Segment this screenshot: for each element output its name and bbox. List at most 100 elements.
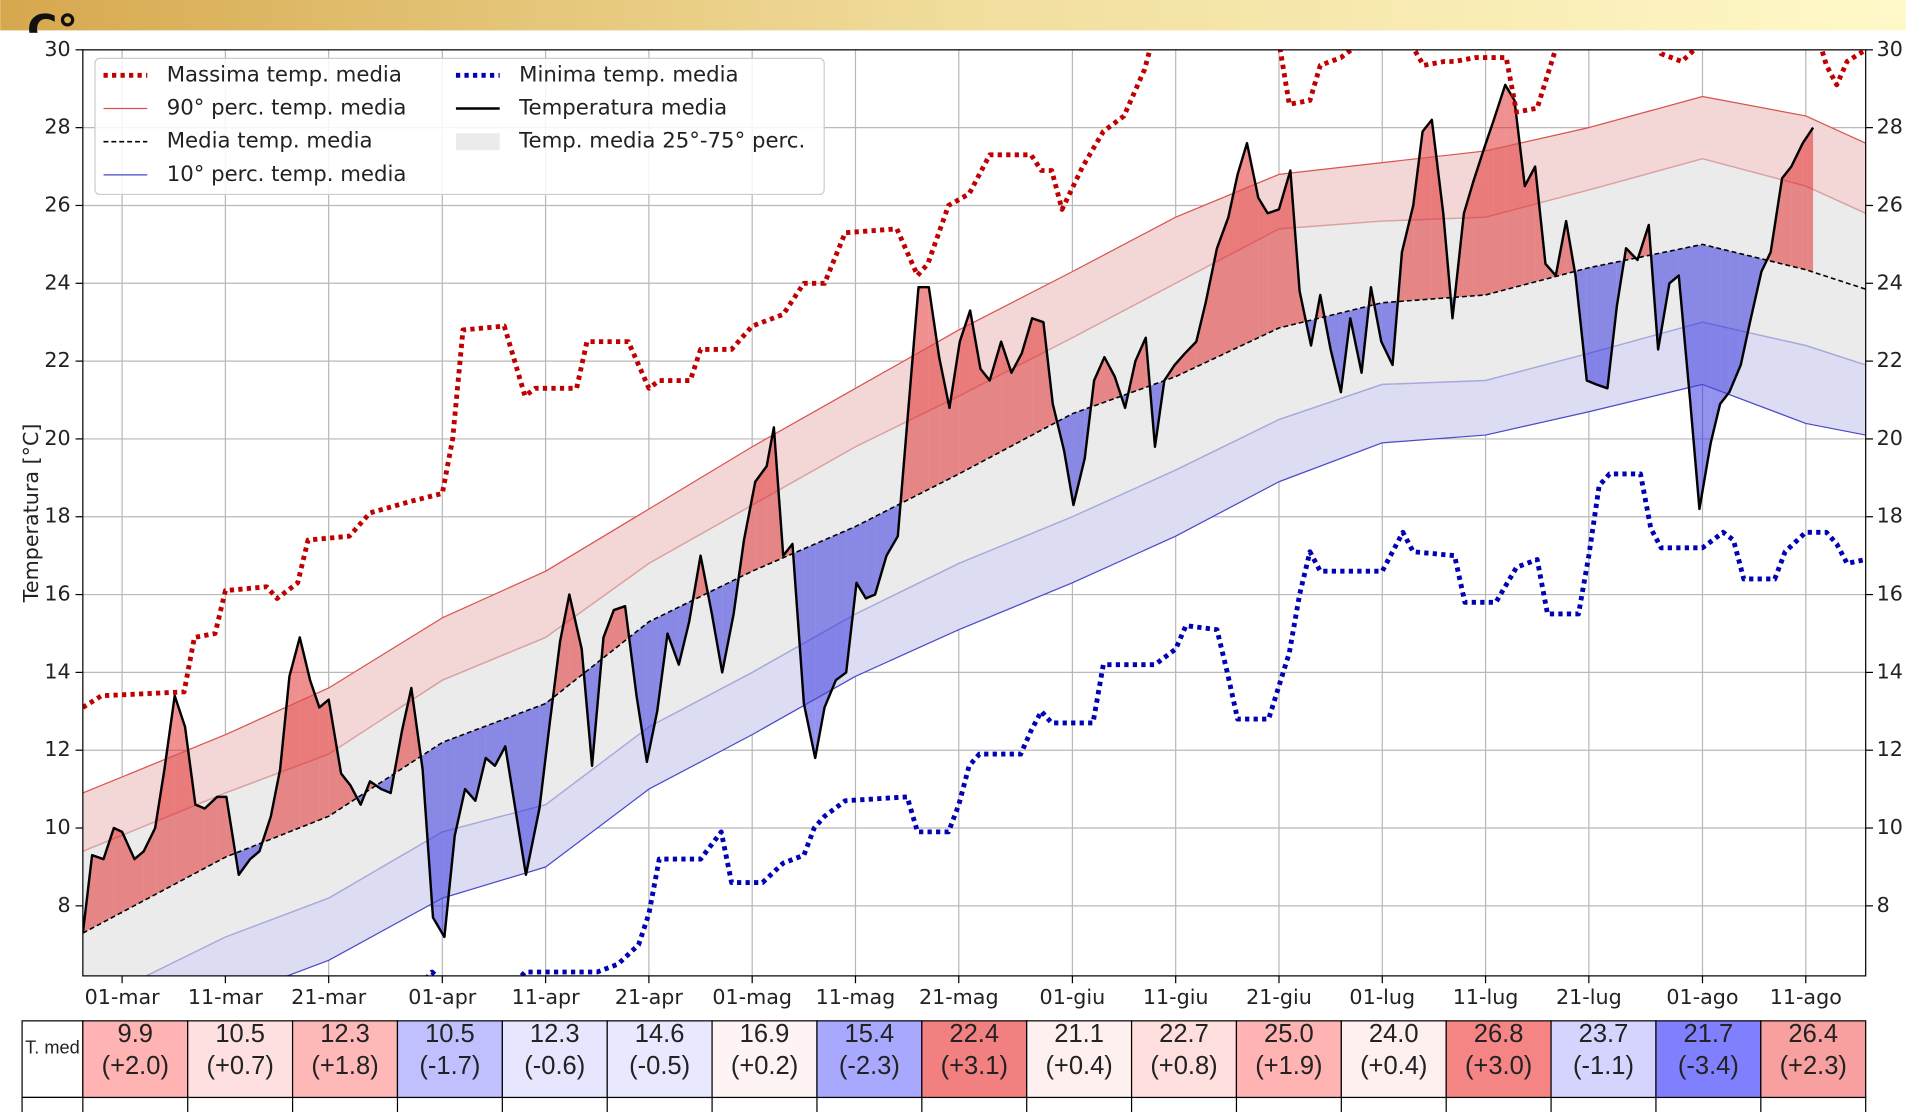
anomaly-fill	[1267, 209, 1279, 334]
anomaly-fill	[1104, 357, 1115, 403]
x-tick-label: 11-giu	[1143, 985, 1209, 1009]
y2-tick-label: 22	[1877, 348, 1903, 372]
x-tick-label: 01-mar	[85, 985, 161, 1009]
cell-anomaly: (+3.1)	[941, 1052, 1008, 1080]
anomaly-fill	[636, 623, 647, 762]
x-tick-label: 21-apr	[615, 985, 684, 1009]
anomaly-fill	[319, 699, 329, 821]
anomaly-fill	[939, 357, 950, 484]
anomaly-fill	[494, 718, 506, 766]
x-tick-label: 11-lug	[1453, 985, 1519, 1009]
x-tick-label: 11-apr	[512, 985, 581, 1009]
legend-label: Temperatura media	[518, 96, 727, 121]
anomaly-fill	[980, 368, 990, 463]
cell-mean: 12.3	[320, 1020, 370, 1048]
table-cell	[187, 1020, 294, 1099]
header-band	[0, 0, 1906, 31]
x-tick-label: 21-lug	[1556, 985, 1622, 1009]
x-tick-label: 01-lug	[1349, 985, 1415, 1009]
table-cell	[82, 1020, 189, 1099]
table-cell	[1235, 1020, 1342, 1099]
y-tick-label: 18	[44, 504, 70, 528]
row-header: T. med	[25, 1038, 80, 1058]
table-cell	[1026, 1020, 1133, 1099]
legend: Massima temp. media 90° perc. temp. media…	[94, 57, 825, 196]
cell-mean: 25.0	[1264, 1020, 1314, 1048]
anomaly-fill	[1431, 119, 1444, 299]
table-cell	[396, 1020, 503, 1099]
anomaly-fill	[465, 730, 476, 801]
cell-anomaly: (-0.5)	[629, 1052, 690, 1080]
cell-mean: 22.4	[949, 1020, 999, 1048]
anomaly-fill	[1064, 413, 1074, 506]
next-row	[21, 1096, 1867, 1112]
table-cell	[1655, 1020, 1762, 1099]
cell-anomaly: (+0.2)	[731, 1052, 798, 1080]
table-cell	[1340, 1020, 1447, 1099]
anomaly-fill	[280, 676, 290, 836]
cell-mean: 24.0	[1369, 1020, 1419, 1048]
anomaly-fill	[1011, 353, 1022, 447]
anomaly-fill	[1032, 318, 1044, 436]
y2-tick-label: 20	[1877, 426, 1903, 450]
anomaly-fill	[743, 481, 756, 576]
y-tick-label: 14	[44, 659, 70, 683]
table-cell	[711, 1020, 818, 1099]
anomaly-fill	[875, 510, 887, 595]
anomaly-fill	[667, 607, 679, 665]
cell-mean: 23.7	[1579, 1020, 1629, 1048]
anomaly-fill	[1791, 143, 1803, 269]
cell-mean: 10.5	[215, 1020, 265, 1048]
y-tick-label: 24	[44, 270, 70, 294]
anomaly-fill	[722, 580, 734, 673]
y2-tick-label: 8	[1877, 893, 1890, 917]
anomaly-fill	[475, 726, 486, 801]
cell-anomaly: (+0.8)	[1150, 1052, 1217, 1080]
table-cell	[1550, 1020, 1657, 1099]
cell-anomaly: (+0.4)	[1045, 1052, 1112, 1080]
y2-tick-label: 14	[1877, 659, 1903, 683]
anomaly-fill	[1505, 84, 1515, 290]
legend-label: Temp. media 25°-75° perc.	[518, 129, 805, 154]
y-tick-label: 28	[44, 115, 70, 139]
summary-table: T. med 9.9 (+2.0) 10.5 (+0.7) 12.3 (+1.8) 10.5 (…	[21, 1020, 1867, 1112]
cell-mean: 22.7	[1159, 1020, 1209, 1048]
cell-mean: 9.9	[118, 1020, 153, 1048]
band-10-25	[146, 322, 1866, 976]
anomaly-fill	[1413, 131, 1423, 301]
cell-anomaly: (+2.3)	[1780, 1052, 1847, 1080]
cell-mean: 16.9	[740, 1020, 790, 1048]
cell-anomaly: (-0.6)	[524, 1052, 585, 1080]
cell-mean: 12.3	[530, 1020, 580, 1048]
anomaly-fill	[174, 695, 186, 885]
anomaly-fill	[1258, 197, 1268, 338]
anomaly-fill	[341, 773, 351, 809]
series-line	[425, 471, 1866, 976]
anomaly-fill	[1205, 248, 1217, 363]
y-tick-label: 30	[44, 37, 70, 61]
x-tick-label: 01-giu	[1040, 985, 1106, 1009]
anomaly-fill	[989, 341, 1002, 458]
anomaly-fill	[328, 699, 342, 817]
anomaly-fill	[164, 695, 175, 890]
anomaly-fill	[525, 705, 540, 875]
anomaly-fill	[1196, 302, 1206, 367]
anomaly-fill	[454, 733, 466, 836]
y2-tick-label: 16	[1877, 582, 1903, 606]
x-tick-label: 01-ago	[1666, 985, 1738, 1009]
anomaly-fill	[928, 287, 940, 490]
anomaly-fill	[92, 855, 104, 929]
anomaly-fill	[1607, 262, 1617, 389]
anomaly-fill	[560, 594, 570, 693]
y2-tick-label: 18	[1877, 504, 1903, 528]
anomaly-fill	[1185, 341, 1197, 373]
anomaly-fill	[692, 555, 701, 601]
anomaly-fill	[432, 741, 445, 937]
anomaly-fill	[1690, 245, 1700, 509]
anomaly-fill	[835, 530, 847, 681]
anomaly-fill	[1216, 217, 1229, 358]
cell-anomaly: (+3.0)	[1465, 1052, 1532, 1080]
anomaly-fill	[815, 539, 825, 758]
cell-anomaly: (+2.0)	[102, 1052, 169, 1080]
